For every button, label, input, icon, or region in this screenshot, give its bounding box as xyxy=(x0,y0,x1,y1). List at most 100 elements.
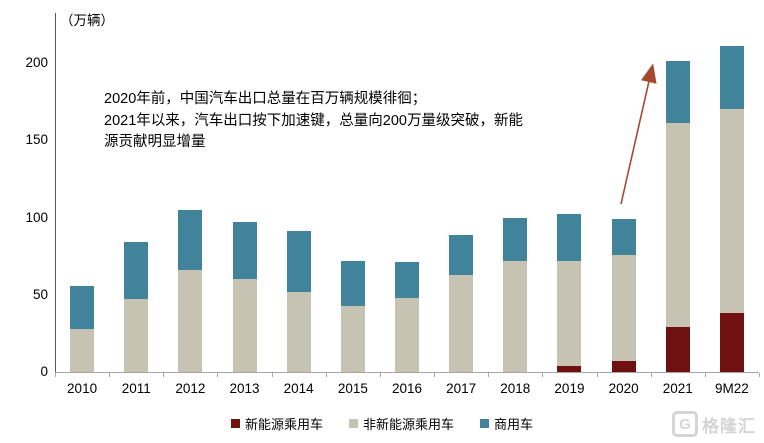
bar-segment-ice-passenger-2015 xyxy=(340,305,365,372)
x-tick-mark xyxy=(325,373,327,377)
y-tick-label-100: 100 xyxy=(25,209,48,225)
bar-cell-2019 xyxy=(542,13,596,372)
x-category-label-2010: 2010 xyxy=(67,381,98,396)
x-category-label-2017: 2017 xyxy=(446,381,477,396)
bar-segment-nev-passenger-2021 xyxy=(665,327,690,372)
bar-segment-commercial-2015 xyxy=(340,260,365,306)
legend-swatch-ice-passenger xyxy=(348,419,358,428)
chart-legend: 新能源乘用车 非新能源乘用车 商用车 xyxy=(0,414,764,433)
x-tick-mark xyxy=(596,373,598,377)
bar-segment-ice-passenger-2016 xyxy=(395,297,420,372)
x-category-label-2014: 2014 xyxy=(283,381,314,396)
bar-2018 xyxy=(503,217,528,372)
bar-cell-2013 xyxy=(217,13,271,372)
annotation-line-2: 2021年以来，汽车出口按下加速键，总量向200万量级突破，新能 xyxy=(104,112,523,129)
bar-segment-commercial-2010 xyxy=(70,285,95,329)
x-tick-mark xyxy=(650,373,652,377)
legend-swatch-commercial xyxy=(480,419,489,428)
bar-segment-commercial-2021 xyxy=(665,61,690,124)
bar-9M22 xyxy=(719,46,744,372)
x-axis-line xyxy=(55,372,759,373)
bar-segment-nev-passenger-2020 xyxy=(611,361,636,372)
bar-segment-nev-passenger-2019 xyxy=(557,365,582,372)
x-category-label-2015: 2015 xyxy=(337,381,368,396)
bar-segment-commercial-2018 xyxy=(503,217,528,261)
bars-area xyxy=(55,13,759,372)
x-tick-mark xyxy=(55,373,56,377)
x-tick-mark xyxy=(109,373,111,377)
legend-item-nev-passenger: 新能源乘用车 xyxy=(230,414,323,433)
legend-swatch-nev-passenger xyxy=(230,419,240,428)
x-tick-mark xyxy=(271,373,273,377)
bar-cell-2018 xyxy=(488,13,542,372)
bar-segment-commercial-2017 xyxy=(449,234,474,275)
legend-item-ice-passenger: 非新能源乘用车 xyxy=(348,414,454,433)
bar-2021 xyxy=(665,61,690,372)
y-axis-line xyxy=(55,13,56,372)
bar-segment-commercial-2014 xyxy=(286,231,311,292)
x-category-label-2019: 2019 xyxy=(554,381,585,396)
bar-segment-ice-passenger-2012 xyxy=(178,270,203,372)
bar-2020 xyxy=(611,219,636,372)
bar-cell-2011 xyxy=(109,13,163,372)
gelonghui-logo-text: 格隆汇 xyxy=(702,416,756,436)
bar-segment-ice-passenger-2013 xyxy=(232,279,257,372)
bar-segment-commercial-2011 xyxy=(124,242,149,300)
bar-segment-nev-passenger-9M22 xyxy=(719,313,744,372)
x-tick-mark xyxy=(163,373,165,377)
x-category-label-2011: 2011 xyxy=(121,381,151,396)
bar-segment-commercial-2016 xyxy=(395,262,420,298)
x-tick-mark xyxy=(759,373,760,377)
bar-2017 xyxy=(449,234,474,372)
legend-label-ice-passenger: 非新能源乘用车 xyxy=(362,417,454,432)
legend-label-commercial: 商用车 xyxy=(494,417,534,432)
gelonghui-logo-icon: G xyxy=(672,411,698,437)
bar-2016 xyxy=(395,262,420,372)
bar-segment-ice-passenger-2017 xyxy=(449,274,474,372)
bar-segment-ice-passenger-9M22 xyxy=(719,109,744,314)
bar-cell-2021 xyxy=(651,13,705,372)
annotation-line-1: 2020年前，中国汽车出口总量在百万辆规模徘徊； xyxy=(104,91,427,107)
bar-segment-ice-passenger-2010 xyxy=(70,328,95,372)
bar-cell-2020 xyxy=(597,13,651,372)
annotation-line-3: 源贡献明显增量 xyxy=(104,134,206,150)
gelonghui-watermark: G 格隆汇 xyxy=(672,411,756,437)
bar-segment-ice-passenger-2020 xyxy=(611,254,636,362)
x-category-label-2013: 2013 xyxy=(229,381,260,396)
bar-2019 xyxy=(557,214,582,372)
bar-2011 xyxy=(124,242,149,372)
x-category-label-2020: 2020 xyxy=(608,381,639,396)
x-category-label-9M22: 9M22 xyxy=(715,381,749,396)
bar-cell-9M22 xyxy=(705,13,759,372)
y-tick-label-50: 50 xyxy=(32,286,48,302)
bar-segment-commercial-2013 xyxy=(232,222,257,280)
x-tick-mark xyxy=(542,373,544,377)
bar-cell-2010 xyxy=(55,13,109,372)
x-tick-mark xyxy=(434,373,436,377)
bar-segment-ice-passenger-2019 xyxy=(557,260,582,366)
bar-2015 xyxy=(340,260,365,372)
x-category-label-2016: 2016 xyxy=(391,381,423,396)
x-category-label-2012: 2012 xyxy=(175,381,206,396)
bar-cell-2017 xyxy=(434,13,488,372)
x-tick-mark xyxy=(704,373,706,377)
bar-2010 xyxy=(70,285,95,372)
x-tick-mark xyxy=(379,373,381,377)
x-category-label-2018: 2018 xyxy=(500,381,531,396)
bar-cell-2014 xyxy=(272,13,326,372)
bar-segment-ice-passenger-2014 xyxy=(286,291,311,372)
bar-segment-commercial-2019 xyxy=(557,214,582,261)
y-tick-label-150: 150 xyxy=(25,132,48,148)
x-tick-mark xyxy=(488,373,490,377)
y-tick-label-200: 200 xyxy=(25,55,48,70)
bar-segment-ice-passenger-2011 xyxy=(124,299,149,372)
x-tick-mark xyxy=(217,373,219,377)
y-axis-unit-label: （万辆） xyxy=(60,13,114,28)
bar-segment-commercial-2020 xyxy=(611,219,636,255)
bar-cell-2012 xyxy=(163,13,217,372)
y-tick-label-0: 0 xyxy=(40,364,48,379)
bar-segment-commercial-9M22 xyxy=(719,46,744,110)
bar-2012 xyxy=(178,209,203,372)
bar-segment-ice-passenger-2021 xyxy=(665,123,690,328)
